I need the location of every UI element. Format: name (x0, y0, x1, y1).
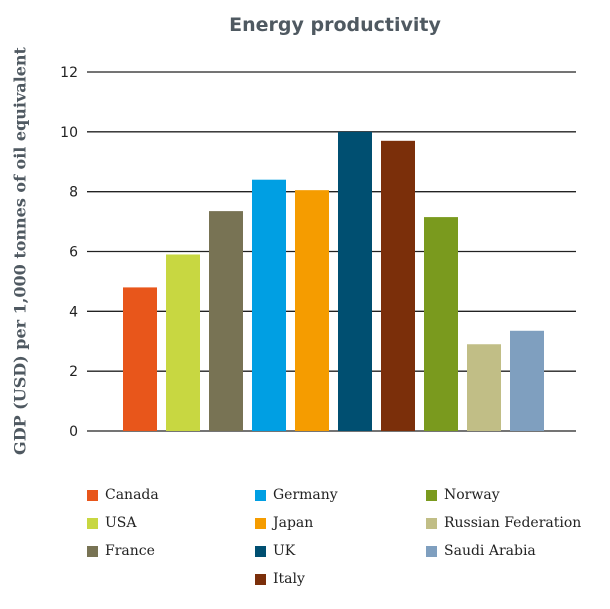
bar (338, 131, 372, 432)
legend-swatch (255, 573, 266, 585)
legend-swatch (255, 489, 266, 501)
y-tick-label: 8 (69, 185, 78, 201)
legend-label: USA (105, 515, 137, 531)
legend-swatch (426, 517, 437, 529)
y-tick-label: 2 (69, 364, 78, 380)
y-tick-label: 4 (69, 304, 78, 320)
legend-item: Saudi Arabia (426, 543, 536, 559)
chart-title: Energy productivity (229, 14, 441, 36)
y-tick-label: 10 (60, 125, 78, 141)
legend-label: France (105, 543, 155, 559)
legend-label: Italy (273, 571, 305, 587)
legend-swatch (87, 517, 98, 529)
legend-label: Canada (105, 487, 159, 503)
legend-swatch (87, 545, 98, 557)
legend-swatch (426, 545, 437, 557)
legend-swatch (426, 489, 437, 501)
legend-item: France (87, 543, 155, 559)
legend-item: UK (255, 543, 295, 559)
legend-label: UK (273, 543, 296, 559)
legend-swatch (255, 545, 266, 557)
bar (166, 254, 200, 431)
bar (209, 211, 243, 431)
legend-item: Italy (255, 571, 305, 587)
legend-item: Russian Federation (426, 515, 581, 531)
legend-label: Saudi Arabia (444, 543, 536, 559)
legend-label: Germany (273, 487, 338, 503)
bar (510, 330, 544, 431)
bar (295, 190, 329, 431)
legend-item: USA (87, 515, 137, 531)
legend-label: Japan (273, 515, 314, 531)
legend-label: Russian Federation (444, 515, 582, 531)
legend-item: Germany (255, 487, 338, 503)
legend-item: Norway (426, 487, 500, 503)
y-tick-label: 12 (60, 65, 78, 81)
bar (381, 140, 415, 431)
bar (467, 344, 501, 431)
legend-item: Japan (255, 515, 313, 531)
legend-swatch (255, 517, 266, 529)
bar (252, 179, 286, 431)
legend-item: Canada (87, 487, 159, 503)
bar (424, 217, 458, 431)
legend-swatch (87, 489, 98, 501)
y-tick-label: 6 (69, 245, 78, 261)
y-tick-label: 0 (69, 424, 78, 440)
legend-label: Norway (444, 487, 500, 503)
bar (123, 287, 157, 431)
